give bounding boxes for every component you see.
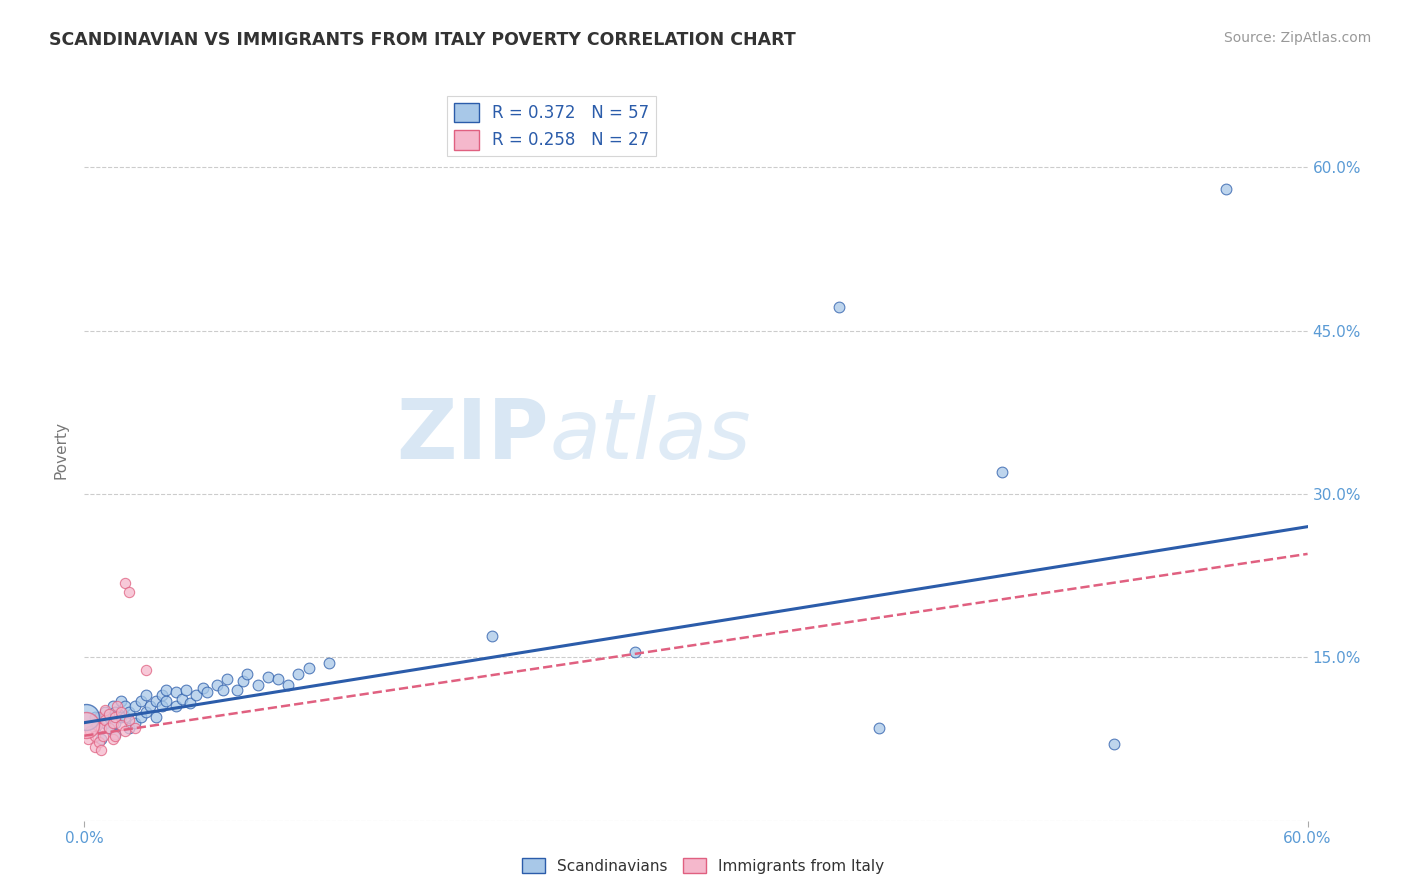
Point xyxy=(131,694,153,708)
Point xyxy=(97,706,120,721)
Point xyxy=(114,699,136,714)
Point xyxy=(155,683,177,698)
Point xyxy=(101,699,124,714)
Point xyxy=(135,689,157,703)
Text: atlas: atlas xyxy=(550,395,751,476)
Point xyxy=(298,661,321,675)
Text: ZIP: ZIP xyxy=(396,395,550,476)
Point xyxy=(114,710,136,724)
Point xyxy=(104,715,127,730)
Point xyxy=(135,664,157,678)
Point xyxy=(1102,738,1125,752)
Point xyxy=(90,721,112,735)
Point xyxy=(83,721,105,735)
Point xyxy=(481,628,503,642)
Point xyxy=(104,705,127,719)
Point xyxy=(124,699,146,714)
Point xyxy=(624,645,647,659)
Point xyxy=(150,699,173,714)
Point xyxy=(195,685,218,699)
Point xyxy=(75,710,97,724)
Point xyxy=(828,300,851,314)
Point xyxy=(145,694,167,708)
Point xyxy=(150,689,173,703)
Point xyxy=(93,715,115,730)
Point xyxy=(226,683,249,698)
Point xyxy=(83,739,105,754)
Point xyxy=(991,465,1014,479)
Point xyxy=(1215,182,1237,196)
Point xyxy=(277,677,299,691)
Point xyxy=(118,721,141,735)
Point xyxy=(217,672,239,686)
Point xyxy=(110,694,132,708)
Point xyxy=(145,710,167,724)
Point xyxy=(93,703,115,717)
Point xyxy=(87,735,110,749)
Point xyxy=(138,699,160,714)
Point xyxy=(110,710,132,724)
Point xyxy=(318,656,340,670)
Point xyxy=(97,721,120,735)
Point xyxy=(155,694,177,708)
Text: SCANDINAVIAN VS IMMIGRANTS FROM ITALY POVERTY CORRELATION CHART: SCANDINAVIAN VS IMMIGRANTS FROM ITALY PO… xyxy=(49,31,796,49)
Point xyxy=(77,731,100,746)
Point xyxy=(90,731,112,746)
Text: Source: ZipAtlas.com: Source: ZipAtlas.com xyxy=(1223,31,1371,45)
Point xyxy=(191,681,214,695)
Point xyxy=(165,685,187,699)
Point xyxy=(75,718,97,732)
Point xyxy=(179,696,201,710)
Point xyxy=(257,670,280,684)
Point xyxy=(101,731,124,746)
Point xyxy=(118,585,141,599)
Point xyxy=(267,672,290,686)
Point xyxy=(172,691,194,706)
Point xyxy=(236,666,259,681)
Point xyxy=(114,724,136,739)
Point xyxy=(104,729,127,743)
Point xyxy=(165,699,187,714)
Point xyxy=(205,677,228,691)
Point xyxy=(104,710,127,724)
Point xyxy=(174,683,197,698)
Point xyxy=(105,699,128,714)
Point xyxy=(104,726,127,740)
Point xyxy=(124,721,146,735)
Point xyxy=(90,743,112,757)
Point xyxy=(93,714,115,728)
Point xyxy=(118,705,141,719)
Point xyxy=(135,705,157,719)
Point xyxy=(91,729,114,743)
Point xyxy=(101,715,124,730)
Point xyxy=(83,710,105,724)
Point xyxy=(79,724,101,739)
Point xyxy=(287,666,309,681)
Y-axis label: Poverty: Poverty xyxy=(53,421,69,480)
Point xyxy=(97,721,120,735)
Point xyxy=(110,718,132,732)
Legend: R = 0.372   N = 57, R = 0.258   N = 27: R = 0.372 N = 57, R = 0.258 N = 27 xyxy=(447,96,657,156)
Point xyxy=(86,718,108,732)
Point xyxy=(869,721,891,735)
Point xyxy=(114,576,136,591)
Point xyxy=(186,689,208,703)
Point xyxy=(110,705,132,719)
Legend: Scandinavians, Immigrants from Italy: Scandinavians, Immigrants from Italy xyxy=(516,852,890,880)
Point xyxy=(131,710,153,724)
Point xyxy=(124,715,146,730)
Point xyxy=(118,714,141,728)
Point xyxy=(83,729,105,743)
Point xyxy=(97,710,120,724)
Point xyxy=(246,677,269,691)
Point xyxy=(232,674,254,689)
Point xyxy=(212,683,235,698)
Point xyxy=(93,705,115,719)
Point xyxy=(87,710,110,724)
